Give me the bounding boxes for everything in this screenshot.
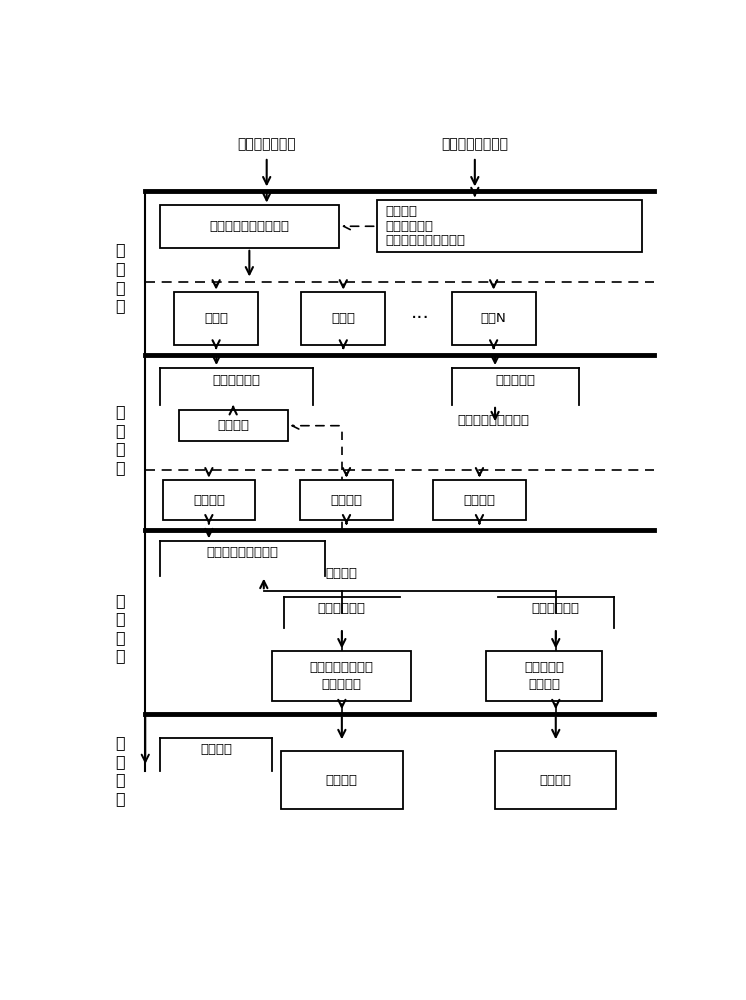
Text: 驾驶员控制指令: 驾驶员控制指令 (237, 138, 296, 152)
Text: 顶
层
决
策: 顶 层 决 策 (115, 242, 125, 313)
Text: 再生制动能量回收
预测控制器: 再生制动能量回收 预测控制器 (310, 661, 374, 691)
Text: 预
测
控
制: 预 测 控 制 (115, 593, 125, 664)
FancyBboxPatch shape (301, 292, 385, 345)
FancyBboxPatch shape (486, 651, 602, 701)
Text: 道路交通环境信息: 道路交通环境信息 (442, 138, 508, 152)
FancyBboxPatch shape (175, 292, 258, 345)
FancyBboxPatch shape (433, 480, 526, 520)
Text: 振动能量回收: 振动能量回收 (532, 602, 580, 615)
FancyBboxPatch shape (272, 651, 411, 701)
FancyBboxPatch shape (495, 751, 616, 809)
Text: 状态估计: 状态估计 (326, 567, 358, 580)
FancyBboxPatch shape (300, 480, 392, 520)
FancyBboxPatch shape (160, 205, 339, 248)
FancyBboxPatch shape (451, 292, 536, 345)
Text: 制动能量回收: 制动能量回收 (318, 602, 366, 615)
Text: 任务分配表: 任务分配表 (495, 374, 536, 387)
Text: 电机做功: 电机做功 (326, 774, 358, 787)
Text: 执
行
反
馈: 执 行 反 馈 (115, 735, 125, 806)
Text: 合作机制: 合作机制 (193, 494, 225, 507)
Text: 工况N: 工况N (480, 312, 507, 325)
FancyBboxPatch shape (281, 751, 403, 809)
Text: 电机馈能: 电机馈能 (540, 774, 571, 787)
FancyBboxPatch shape (179, 410, 287, 441)
Text: 控制任务分配模型建立: 控制任务分配模型建立 (385, 234, 466, 247)
Text: 工况二: 工况二 (331, 312, 355, 325)
Text: 协同控制实施: 协同控制实施 (213, 374, 260, 387)
Text: 协
同
优
化: 协 同 优 化 (115, 404, 125, 475)
Text: ···: ··· (410, 309, 429, 328)
Text: 性能指标确定: 性能指标确定 (385, 220, 433, 233)
Text: 工况判断: 工况判断 (385, 205, 417, 218)
Text: 馈能悬架预
测控制器: 馈能悬架预 测控制器 (524, 661, 564, 691)
FancyBboxPatch shape (163, 480, 255, 520)
Text: 优先权限: 优先权限 (330, 494, 363, 507)
Text: 底层子系统功能实现: 底层子系统功能实现 (206, 546, 278, 559)
Text: 协同预测控制目标设定: 协同预测控制目标设定 (210, 220, 289, 233)
Text: 工况一: 工况一 (204, 312, 228, 325)
Text: 协商仲裁: 协商仲裁 (463, 494, 495, 507)
FancyBboxPatch shape (377, 200, 642, 252)
Text: 子系统控制任务分配: 子系统控制任务分配 (457, 414, 530, 427)
Text: 执行反馈: 执行反馈 (200, 743, 232, 756)
Text: 综合评价: 综合评价 (217, 419, 249, 432)
